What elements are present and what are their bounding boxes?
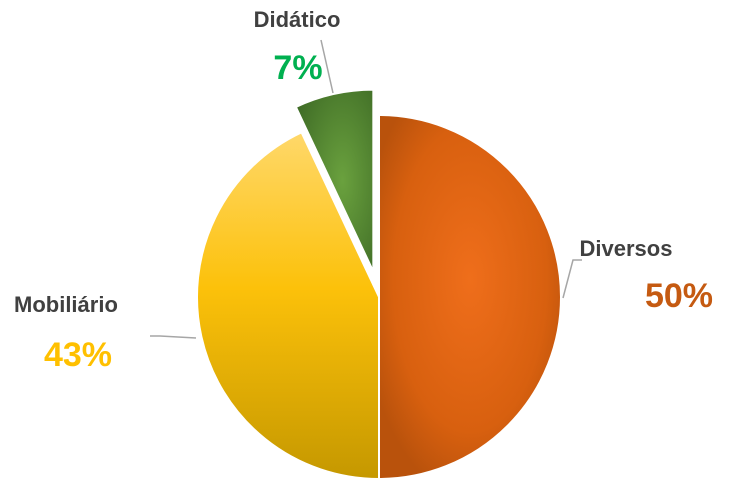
- pie-slice-diversos: [378, 113, 562, 478]
- pie-slice-didatico: [294, 88, 375, 273]
- leader-line-mobiliario: [150, 335, 197, 339]
- category-label-didatico: Didático: [254, 7, 341, 32]
- percent-label-diversos: 50%: [645, 277, 713, 315]
- category-label-diversos: Diversos: [580, 236, 673, 261]
- pie-slice-mobiliario: [196, 130, 380, 478]
- leader-line-didatico: [320, 39, 334, 94]
- percent-label-mobiliario: 43%: [44, 336, 112, 374]
- leader-line-diversos: [562, 259, 582, 299]
- category-label-mobiliario: Mobiliário: [14, 292, 118, 317]
- percent-label-didatico: 7%: [273, 49, 322, 87]
